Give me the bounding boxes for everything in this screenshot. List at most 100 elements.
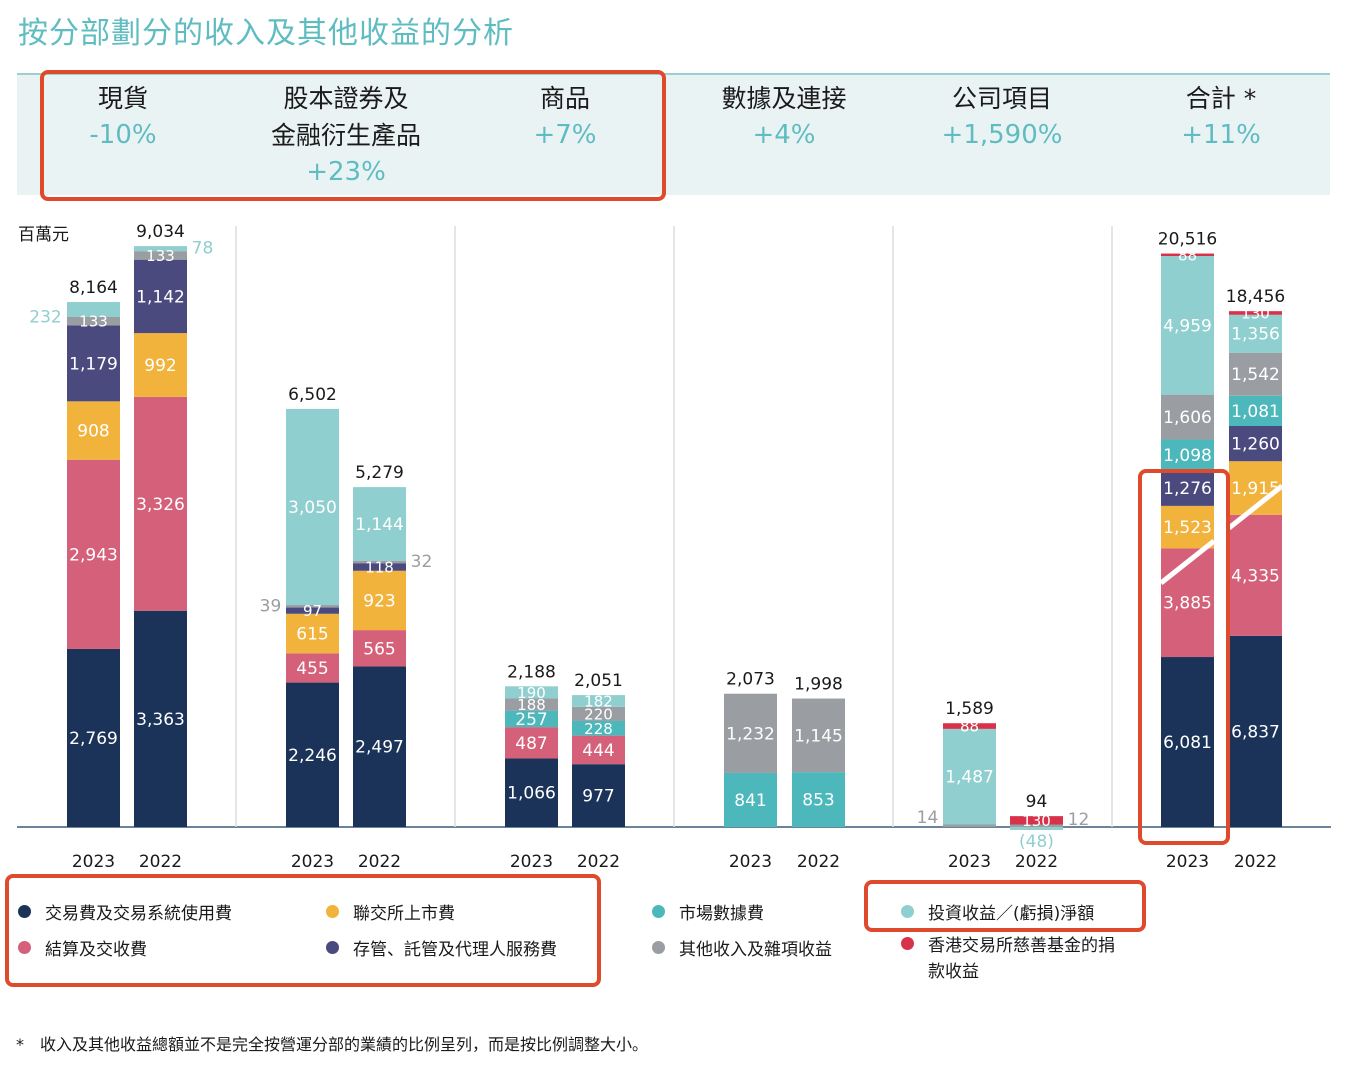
data-label-clearing: 3,885: [1163, 594, 1212, 614]
bar-segment-depository: [67, 325, 120, 402]
data-label-other: 133: [146, 247, 175, 265]
bar-segment-other: [67, 316, 120, 326]
bar-segment-trading: [134, 610, 187, 827]
year-label: 2022: [358, 852, 401, 872]
bar-segment-clearing: [1229, 514, 1282, 636]
bar-segment-market_data: [572, 720, 625, 736]
bar-segment-other: [134, 251, 187, 260]
bar-segment-listing: [286, 613, 339, 654]
legend-item-trading: 交易費及交易系統使用費: [18, 899, 232, 924]
legend-item-clearing: 結算及交收費: [18, 935, 147, 960]
data-label-listing: 908: [77, 422, 109, 442]
bar-total-label: 2,051: [574, 671, 623, 691]
legend-label: 交易費及交易系統使用費: [45, 904, 232, 924]
legend-swatch: [18, 905, 31, 918]
data-label-listing: 1,523: [1163, 518, 1212, 538]
data-label-other: 1,606: [1163, 408, 1212, 428]
segment-name: 商品: [539, 84, 590, 113]
bar-segment-depository: [134, 259, 187, 334]
bar-total-label: 20,516: [1158, 230, 1217, 250]
bar-segment-depository: [1161, 470, 1214, 506]
bar-segment-other: [572, 706, 625, 721]
bar-segment-charity: [1229, 311, 1282, 315]
year-label: 2022: [1234, 852, 1277, 872]
data-label-investment: (48): [1019, 832, 1054, 852]
year-label: 2022: [139, 852, 182, 872]
data-label-depository: 1,260: [1231, 435, 1280, 455]
data-label-other: 1,232: [726, 724, 775, 744]
highlight-total-2023-box: [1138, 469, 1230, 845]
legend-swatch: [18, 941, 31, 954]
bar-segment-trading: [1161, 657, 1214, 827]
highlight-investment-legend-box: [864, 880, 1146, 932]
bar-合計 *-2023: [1161, 253, 1214, 827]
bar-segment-other: [1010, 824, 1063, 827]
bar-商品-2023: [505, 686, 558, 827]
bar-現貨-2023: [67, 302, 120, 827]
bar-segment-trading: [505, 758, 558, 827]
bar-segment-other: [1161, 394, 1214, 440]
bar-segment-investment: [286, 408, 339, 606]
segment-header-total: 合計 * +11%: [1121, 80, 1321, 153]
bar-segment-other: [505, 698, 558, 711]
data-label-other: 133: [79, 313, 108, 331]
segment-header-equity: 股本證券及 金融衍生產品 +23%: [246, 80, 446, 190]
chart-title: 按分部劃分的收入及其他收益的分析: [18, 16, 514, 51]
bar-segment-clearing: [286, 653, 339, 683]
bar-segment-listing: [67, 401, 120, 460]
bar-segment-depository: [353, 563, 406, 571]
data-label-investment: 190: [517, 684, 546, 702]
data-label-other: 14: [917, 808, 939, 828]
data-label-listing: 1,915: [1231, 479, 1280, 499]
data-label-other: 1,145: [794, 726, 843, 746]
data-label-market_data: 257: [515, 710, 547, 730]
legend-item-market-data: 市場數據費: [652, 899, 764, 924]
legend-label: 聯交所上市費: [353, 904, 455, 924]
legend-swatch: [326, 941, 339, 954]
data-label-market_data: 1,098: [1163, 446, 1212, 466]
data-label-clearing: 4,335: [1231, 566, 1280, 586]
legend-label: 結算及交收費: [45, 940, 147, 960]
bar-segment-market_data: [1161, 439, 1214, 471]
year-label: 2023: [1166, 852, 1209, 872]
segment-pct: -10%: [89, 120, 157, 150]
data-label-listing: 992: [144, 356, 176, 376]
legend-swatch: [326, 905, 339, 918]
data-label-trading: 3,363: [136, 710, 185, 730]
bar-公司項目-2023: [943, 723, 996, 827]
bar-segment-clearing: [67, 459, 120, 649]
legend-label: 香港交易所慈善基金的捐款收益: [928, 936, 1115, 982]
bar-segment-listing: [1161, 505, 1214, 549]
segment-name: 金融衍生產品: [270, 121, 421, 150]
bar-total-label: 6,502: [288, 385, 337, 405]
bar-segment-depository: [286, 607, 339, 614]
segment-name: 數據及連接: [721, 84, 847, 113]
data-label-investment: 1,356: [1231, 325, 1280, 345]
bar-segment-other: [286, 605, 339, 608]
year-label: 2023: [510, 852, 553, 872]
legend-item-listing: 聯交所上市費: [326, 899, 455, 924]
bar-segment-trading: [1229, 635, 1282, 827]
highlight-legend-box: [5, 874, 601, 987]
bar-segment-trading: [67, 648, 120, 827]
bar-total-label: 94: [1026, 792, 1048, 812]
data-label-other: 12: [1068, 810, 1090, 830]
bar-segment-charity: [943, 723, 996, 729]
unit-label: 百萬元: [18, 225, 69, 245]
bar-segment-listing: [134, 333, 187, 397]
bar-segment-investment: [353, 487, 406, 561]
data-label-charity: 130: [1241, 304, 1270, 322]
legend-item-depository: 存管、託管及代理人服務費: [326, 935, 557, 960]
data-label-market_data: 853: [802, 791, 834, 811]
data-label-clearing: 487: [515, 734, 547, 754]
data-label-listing: 615: [296, 625, 328, 645]
data-label-investment: 182: [584, 692, 613, 710]
segment-pct: +23%: [306, 157, 386, 187]
legend-swatch: [652, 905, 665, 918]
bar-segment-trading: [353, 666, 406, 827]
bar-segment-clearing: [1161, 548, 1214, 658]
data-label-other: 1,542: [1231, 365, 1280, 385]
data-label-investment: 232: [29, 308, 61, 328]
footnote: * 收入及其他收益總額並不是完全按營運分部的業績的比例呈列，而是按比例調整大小。: [16, 1035, 649, 1054]
bar-segment-investment: [572, 695, 625, 707]
